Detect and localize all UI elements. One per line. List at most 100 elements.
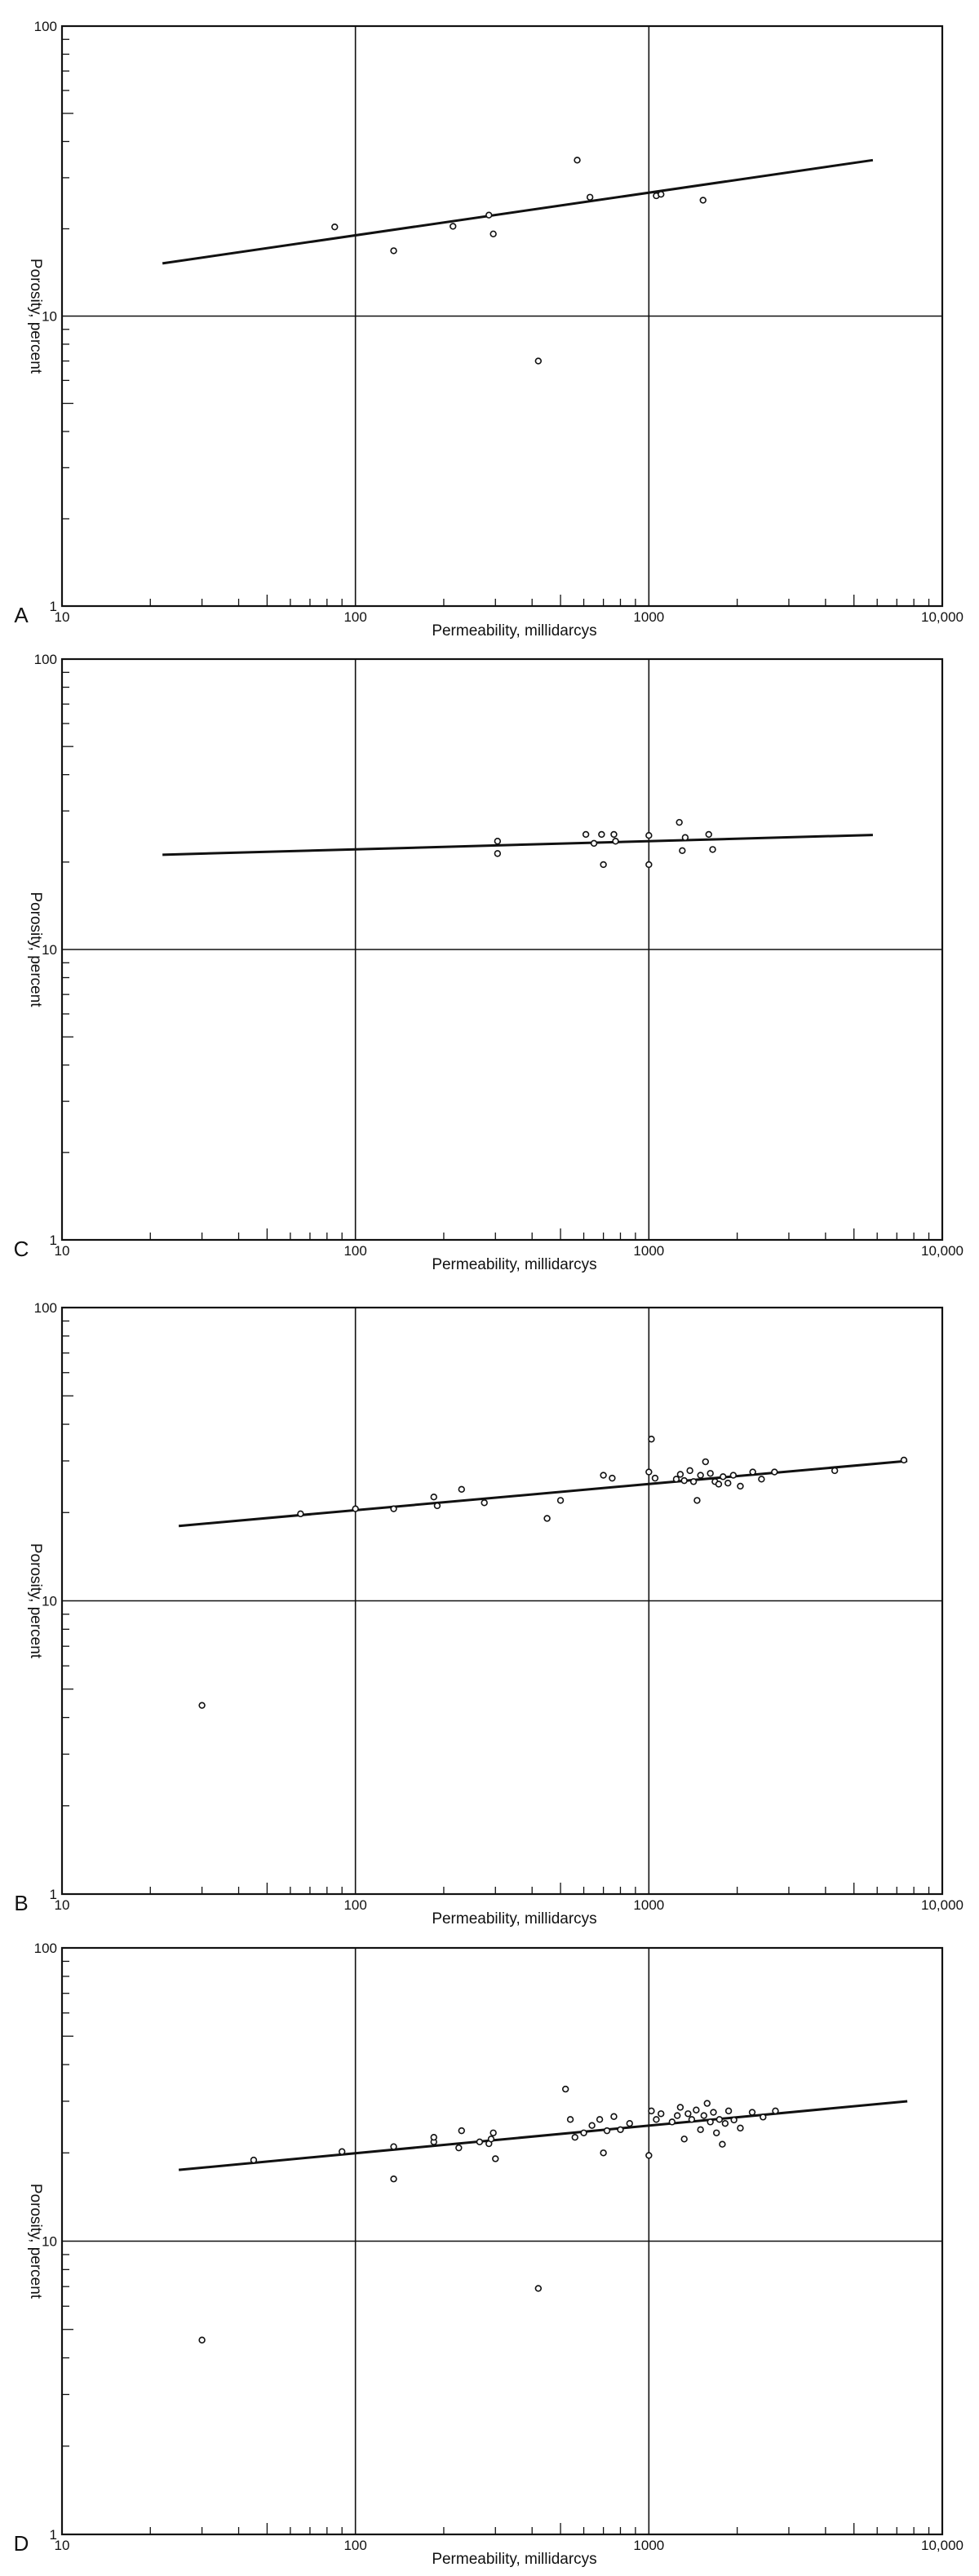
data-point (582, 830, 590, 839)
data-point (645, 861, 653, 869)
data-point (648, 1436, 655, 1443)
data-point (481, 1499, 488, 1507)
data-point (710, 2109, 717, 2116)
y-axis-label: Porosity, percent (27, 259, 44, 374)
data-point (676, 2104, 684, 2111)
data-point (600, 2149, 607, 2157)
data-point (749, 1468, 756, 1476)
data-point (645, 831, 653, 839)
data-point (458, 2127, 465, 2135)
data-point (198, 1702, 206, 1709)
data-point (668, 2118, 676, 2126)
trend-line (162, 834, 873, 856)
data-point (492, 2155, 499, 2162)
panel-label: C (14, 1237, 29, 1261)
data-point (390, 1505, 397, 1512)
y-axis-label: Porosity, percent (27, 2184, 44, 2299)
data-point (250, 2156, 258, 2164)
data-point (566, 2116, 574, 2123)
x-axis-label: Permeability, millidarcys (432, 622, 596, 640)
data-point (543, 1515, 551, 1522)
x-tick-label: 10,000 (921, 1897, 963, 1913)
data-point (713, 2129, 720, 2136)
data-point (433, 1502, 441, 1510)
trend-line (162, 158, 874, 265)
data-point (610, 2113, 618, 2120)
data-point (297, 1510, 304, 1518)
data-point (352, 1505, 359, 1512)
data-point (707, 2118, 714, 2126)
y-tick-label: 10 (42, 1594, 57, 1609)
data-point (610, 830, 618, 839)
data-point (700, 2112, 707, 2119)
x-tick-label: 100 (343, 609, 366, 625)
data-point (651, 1474, 659, 1482)
y-tick-label: 10 (42, 309, 57, 325)
trend-line (178, 2100, 908, 2171)
data-point (390, 247, 397, 255)
data-point (430, 1493, 437, 1501)
x-tick-label: 10,000 (921, 609, 963, 625)
data-point (672, 1476, 680, 1483)
data-point (709, 846, 716, 853)
data-point (737, 1482, 744, 1490)
x-tick-label: 10,000 (921, 2538, 963, 2553)
data-point (485, 211, 493, 219)
data-point (658, 191, 665, 198)
data-point (600, 861, 607, 869)
data-point (458, 1485, 465, 1494)
data-point (758, 1476, 765, 1483)
data-point (707, 1470, 714, 1477)
data-point (705, 830, 712, 839)
data-point (724, 1479, 732, 1487)
data-point (645, 2152, 653, 2159)
data-point (198, 2336, 206, 2344)
data-point (693, 1497, 701, 1504)
x-tick-label: 10 (55, 2538, 70, 2553)
data-point (771, 1468, 778, 1476)
x-tick-label: 100 (343, 2538, 366, 2553)
data-point (561, 2085, 569, 2093)
y-tick-label: 10 (42, 942, 57, 958)
x-tick-label: 1000 (633, 1897, 664, 1913)
data-point (586, 193, 594, 201)
data-point (679, 847, 686, 855)
data-point (721, 2119, 729, 2127)
data-point (831, 1467, 839, 1475)
data-point (331, 223, 339, 231)
data-point (772, 2107, 779, 2115)
data-point (676, 818, 683, 826)
data-point (580, 2129, 587, 2136)
data-point (697, 1472, 704, 1479)
panel-label: B (14, 1891, 28, 1915)
data-point (571, 2133, 578, 2141)
data-point (596, 2116, 604, 2123)
x-tick-label: 10,000 (921, 1243, 963, 1259)
data-point (689, 1478, 698, 1485)
data-point (534, 2285, 543, 2292)
data-point (617, 2126, 624, 2134)
data-point (673, 2112, 681, 2119)
data-point (737, 2124, 744, 2132)
data-point (715, 1481, 723, 1488)
x-axis-label: Permeability, millidarcys (432, 2551, 596, 2568)
panel-label: A (14, 603, 29, 627)
x-tick-label: 1000 (633, 1243, 664, 1259)
data-point (390, 2175, 397, 2183)
data-point (645, 1468, 653, 1476)
data-point (748, 2109, 756, 2116)
x-tick-label: 10 (55, 609, 70, 625)
data-point (681, 834, 689, 841)
data-point (603, 2127, 611, 2135)
x-axis-label: Permeability, millidarcys (432, 1910, 596, 1928)
data-point (534, 357, 543, 365)
data-point (455, 2144, 463, 2152)
data-point (487, 2136, 495, 2143)
x-axis-label: Permeability, millidarcys (432, 1256, 596, 1273)
data-point (715, 2116, 724, 2123)
data-point (699, 197, 707, 204)
